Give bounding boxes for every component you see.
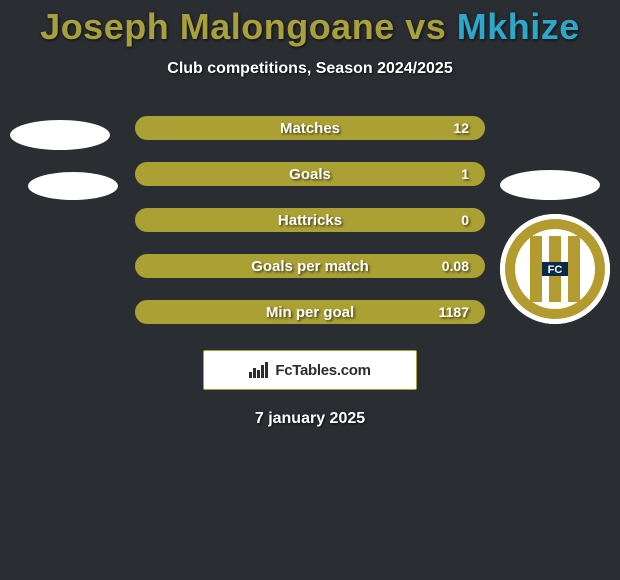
stat-label: Hattricks (278, 212, 342, 229)
player2-avatar: FC (500, 170, 610, 324)
stat-label: Min per goal (266, 304, 354, 321)
stat-row-gpm: Goals per match 0.08 (135, 254, 485, 278)
subtitle: Club competitions, Season 2024/2025 (0, 60, 620, 78)
stat-label: Goals (289, 166, 331, 183)
stat-label: Matches (280, 120, 340, 137)
comparison-title: Joseph Malongoane vs Mkhize (0, 0, 620, 48)
stats-list: Matches 12 Goals 1 Hattricks 0 Goals per… (135, 116, 485, 324)
player1-name: Joseph Malongoane (40, 6, 395, 47)
stat-row-matches: Matches 12 (135, 116, 485, 140)
player2-shape-1 (500, 170, 600, 200)
player1-avatar (10, 120, 118, 200)
stat-label: Goals per match (251, 258, 369, 275)
stat-row-hattricks: Hattricks 0 (135, 208, 485, 232)
stat-value: 1187 (439, 304, 469, 320)
stat-row-mpg: Min per goal 1187 (135, 300, 485, 324)
svg-text:FC: FC (548, 264, 563, 276)
crest-svg: FC (500, 214, 610, 324)
club-crest-icon: FC (500, 214, 610, 324)
player1-shape-2 (28, 172, 118, 200)
player2-name: Mkhize (457, 6, 580, 47)
fctables-badge[interactable]: FcTables.com (203, 350, 417, 390)
stat-row-goals: Goals 1 (135, 162, 485, 186)
stat-value: 0.08 (442, 258, 469, 274)
fctables-text: FcTables.com (275, 362, 370, 379)
player1-shape-1 (10, 120, 110, 150)
stat-value: 1 (461, 166, 469, 182)
stat-value: 12 (453, 120, 469, 136)
snapshot-date: 7 january 2025 (0, 410, 620, 428)
bars-icon (249, 362, 269, 378)
stat-value: 0 (461, 212, 469, 228)
vs-separator: vs (405, 6, 457, 47)
